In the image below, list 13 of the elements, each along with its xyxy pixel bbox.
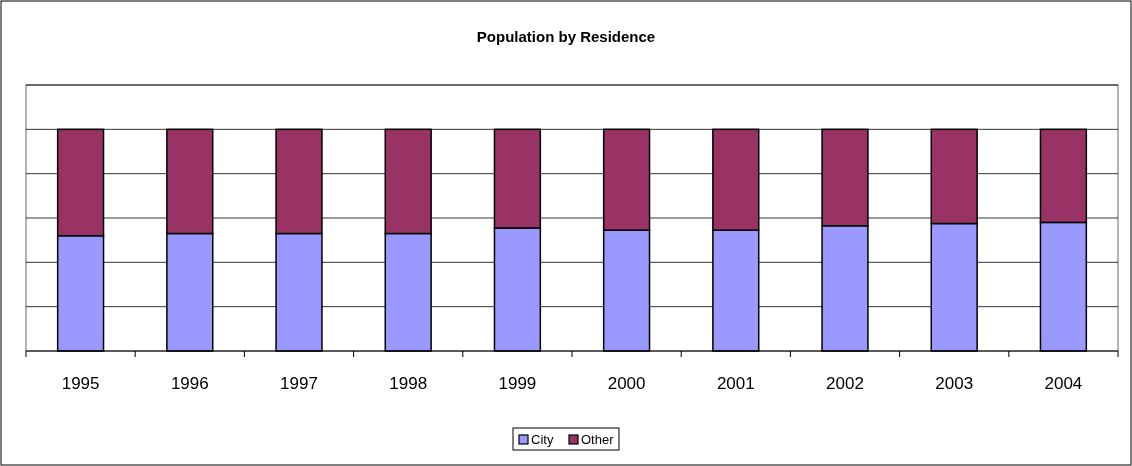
x-tick-label: 2004 <box>1044 374 1083 393</box>
x-tick-label: 1995 <box>61 374 100 393</box>
x-tick-label: 1999 <box>498 374 537 393</box>
x-tick-label: 1998 <box>389 374 428 393</box>
legend-label: Other <box>581 432 615 447</box>
chart-title: Population by Residence <box>476 28 656 45</box>
x-tick-label: 2003 <box>935 374 974 393</box>
x-tick-label: 1996 <box>170 374 209 393</box>
x-tick-label: 1997 <box>280 374 318 393</box>
x-tick-label: 2002 <box>826 374 864 393</box>
x-tick-label: 2001 <box>716 374 755 393</box>
x-tick-label: 2000 <box>607 374 646 393</box>
legend-label: City <box>531 432 554 447</box>
